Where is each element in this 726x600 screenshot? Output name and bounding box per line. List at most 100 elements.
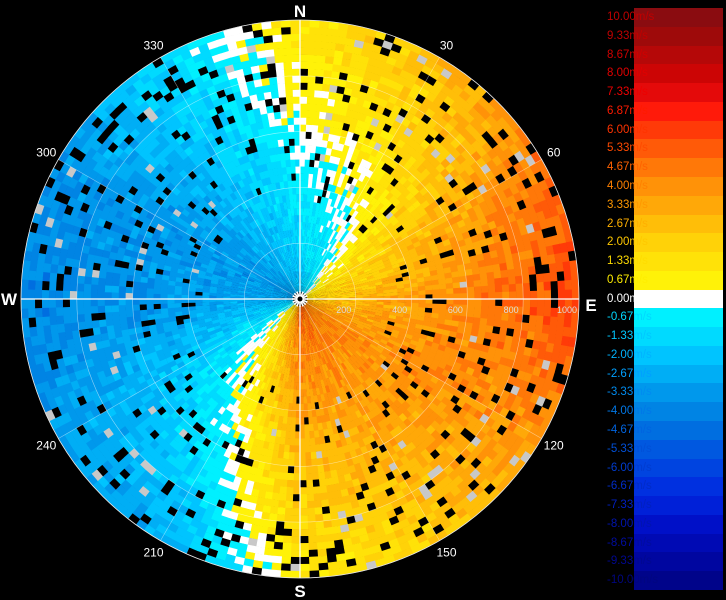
velocity-bin [317,471,326,480]
velocity-bin [353,39,365,49]
velocity-bin [410,66,422,78]
velocity-bin [300,159,306,167]
velocity-bin [302,271,304,279]
velocity-bin [487,278,496,287]
velocity-bin [345,109,355,119]
velocity-bin [304,278,308,286]
velocity-bin [303,278,306,286]
velocity-bin [308,173,314,182]
velocity-bin [333,99,343,109]
velocity-bin [307,89,316,98]
velocity-bin [277,500,286,508]
velocity-bin [543,281,552,292]
velocity-bin [343,116,353,125]
velocity-bin [331,141,340,151]
velocity-bin [317,555,328,564]
velocity-bin [337,114,347,124]
velocity-bin [286,472,294,481]
velocity-bin [341,58,352,68]
velocity-bin [344,182,352,191]
velocity-bin [313,103,321,112]
velocity-bin [326,243,332,251]
velocity-bin [323,526,333,536]
velocity-bin [290,424,296,432]
velocity-bin [337,22,350,32]
velocity-bin [314,252,319,261]
velocity-bin [321,90,330,99]
velocity-bin [550,281,559,291]
velocity-bin [272,548,283,557]
velocity-bin [314,153,321,161]
velocity-bin [303,264,307,272]
velocity-bin [305,271,309,280]
velocity-bin [528,274,537,284]
velocity-bin [312,267,317,275]
velocity-bin [299,529,309,537]
velocity-bin [473,280,482,288]
velocity-bin [375,59,387,70]
velocity-bin [311,266,316,274]
velocity-bin [315,76,324,84]
velocity-bin [316,246,322,254]
velocity-bin [303,396,308,404]
velocity-bin [306,257,309,265]
velocity-bin [308,416,314,425]
velocity-bin [348,124,357,134]
velocity-bin [322,520,333,529]
velocity-bin [326,220,332,228]
velocity-bin [306,194,312,202]
velocity-bin [325,547,336,556]
velocity-bin [321,233,327,241]
velocity-bin [353,171,362,180]
velocity-bin [404,291,412,296]
velocity-bin [359,55,370,65]
velocity-bin [315,521,325,529]
velocity-bin [299,494,308,502]
velocity-bin [280,563,291,572]
velocity-bin [290,549,300,558]
velocity-bin [327,98,336,107]
velocity-bin [301,277,303,286]
velocity-bin [365,64,377,74]
velocity-bin [305,466,313,474]
velocity-bin [334,43,346,52]
velocity-bin [316,62,326,71]
velocity-bin [326,140,334,149]
velocity-bin [305,473,313,481]
velocity-bin [344,37,356,47]
velocity-bin [312,117,320,126]
velocity-bin [300,75,309,83]
velocity-bin [307,257,311,266]
velocity-bin [329,237,336,245]
velocity-bin [308,250,312,259]
velocity-bin [336,201,343,210]
velocity-bin [362,41,374,52]
velocity-bin [317,167,324,176]
velocity-bin [338,136,347,145]
velocity-bin [300,208,304,216]
velocity-bin [364,34,376,45]
velocity-bin [284,507,293,516]
velocity-bin [289,438,296,446]
velocity-bin [311,180,317,189]
velocity-bin [494,284,503,293]
velocity-bin [535,315,544,326]
velocity-bin [377,53,389,64]
velocity-bin [313,500,322,509]
velocity-bin [323,161,330,170]
velocity-bin [331,222,337,231]
velocity-bin [316,174,323,183]
velocity-bin [300,54,310,62]
velocity-bin [313,216,318,224]
velocity-bin [563,270,572,282]
velocity-bin [332,192,339,201]
velocity-bin [494,312,503,321]
velocity-bin [339,218,346,227]
velocity-bin [304,250,307,258]
velocity-bin [340,100,350,110]
velocity-bin [305,279,309,287]
velocity-bin [305,250,309,258]
velocity-bin [355,97,366,107]
velocity-bin [310,138,318,147]
velocity-bin [318,217,324,226]
